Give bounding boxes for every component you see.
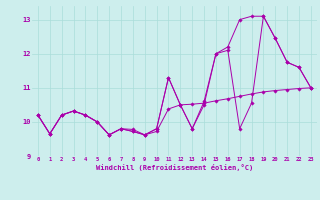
- X-axis label: Windchill (Refroidissement éolien,°C): Windchill (Refroidissement éolien,°C): [96, 164, 253, 171]
